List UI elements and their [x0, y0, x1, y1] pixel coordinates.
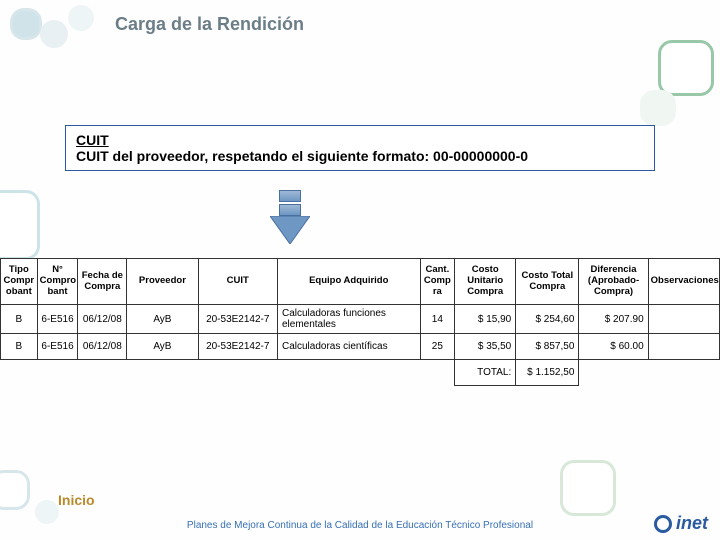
decor-square [0, 190, 40, 260]
info-line-1: CUIT [76, 132, 644, 148]
table-cell: Calculadoras funciones elementales [277, 305, 420, 334]
table-header-cell: Costo Total Compra [516, 259, 579, 305]
table-cell: 6-E516 [37, 305, 78, 334]
table-cell: $ 35,50 [455, 334, 516, 360]
table-cell: $ 60.00 [579, 334, 648, 360]
logo: inet [654, 513, 708, 534]
table-cell [648, 334, 719, 360]
arrow-down-icon [270, 190, 310, 250]
table-row: B6-E51606/12/08AyB20-53E2142-7Calculador… [1, 334, 720, 360]
table-cell: $ 207.90 [579, 305, 648, 334]
table-header-row: Tipo Compr obantN° Compro bantFecha de C… [1, 259, 720, 305]
table-header-cell: Diferencia (Aprobado- Compra) [579, 259, 648, 305]
decor-square [640, 90, 676, 126]
table-header-cell: Equipo Adquirido [277, 259, 420, 305]
table-cell: AyB [127, 334, 198, 360]
arrow-head-shape [270, 216, 310, 244]
info-line-2: CUIT del proveedor, respetando el siguie… [76, 148, 644, 164]
table-cell: $ 15,90 [455, 305, 516, 334]
footer-text: Planes de Mejora Continua de la Calidad … [0, 520, 720, 531]
table-cell: Calculadoras científicas [277, 334, 420, 360]
info-box: CUIT CUIT del proveedor, respetando el s… [65, 125, 655, 171]
table-cell: 20-53E2142-7 [198, 334, 277, 360]
table-total-row: TOTAL:$ 1.152,50 [1, 360, 720, 386]
table-header-cell: N° Compro bant [37, 259, 78, 305]
table-cell: 6-E516 [37, 334, 78, 360]
table-row: B6-E51606/12/08AyB20-53E2142-7Calculador… [1, 305, 720, 334]
table-header-cell: Observaciones [648, 259, 719, 305]
inicio-link[interactable]: Inicio [58, 492, 95, 508]
total-label: TOTAL: [455, 360, 516, 386]
table-cell: 25 [420, 334, 455, 360]
table-header-cell: Cant. Comp ra [420, 259, 455, 305]
decor-square [40, 20, 68, 48]
table-cell: 14 [420, 305, 455, 334]
table-cell: 06/12/08 [78, 334, 127, 360]
decor-square [68, 5, 94, 31]
table-cell: B [1, 305, 38, 334]
table-cell: B [1, 334, 38, 360]
table-header-cell: CUIT [198, 259, 277, 305]
table-header-cell: Tipo Compr obant [1, 259, 38, 305]
decor-square [658, 40, 714, 96]
decor-square [0, 470, 30, 510]
table-cell: 20-53E2142-7 [198, 305, 277, 334]
table-cell: $ 254,60 [516, 305, 579, 334]
table-cell: $ 857,50 [516, 334, 579, 360]
table-header-cell: Proveedor [127, 259, 198, 305]
logo-ring-icon [654, 515, 672, 533]
table-cell: AyB [127, 305, 198, 334]
table-cell: 06/12/08 [78, 305, 127, 334]
decor-square [10, 8, 42, 40]
page-title: Carga de la Rendición [115, 14, 304, 35]
data-table: Tipo Compr obantN° Compro bantFecha de C… [0, 258, 720, 386]
table-cell [648, 305, 719, 334]
table-header-cell: Fecha de Compra [78, 259, 127, 305]
logo-text: inet [676, 513, 708, 534]
table-header-cell: Costo Unitario Compra [455, 259, 516, 305]
total-value: $ 1.152,50 [516, 360, 579, 386]
decor-square [560, 460, 616, 516]
